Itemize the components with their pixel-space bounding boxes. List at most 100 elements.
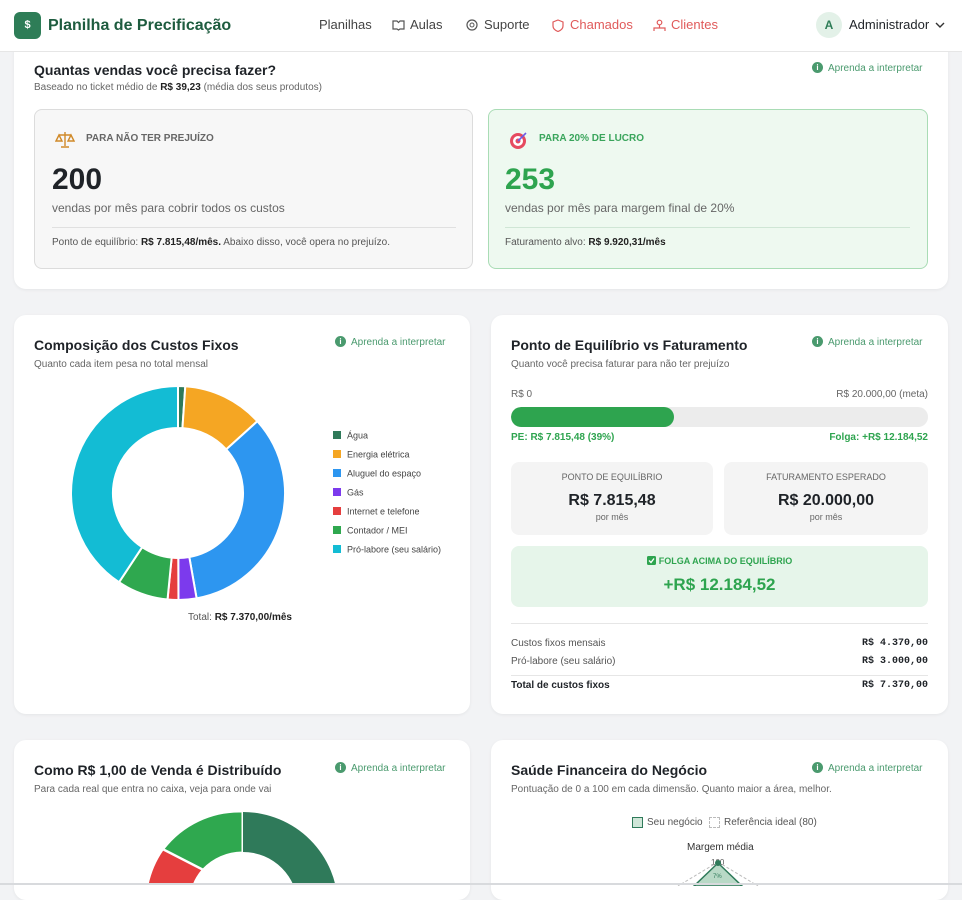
support-icon <box>466 19 478 31</box>
user-name[interactable]: Administrador <box>849 17 930 32</box>
legend-label: Contador / MEI <box>347 526 408 536</box>
ticket-value: R$ 39,23 <box>160 82 201 93</box>
nav-link[interactable]: Suporte <box>484 17 530 32</box>
bottom-edge <box>0 883 962 885</box>
donut-chart: Água Energia elétrica Aluguel do espaço Gás… <box>70 384 441 602</box>
box-foot: Ponto de equilíbrio: R$ 7.815,48/mês. Ab… <box>52 235 390 251</box>
reference-area <box>677 861 759 886</box>
stat-unit: por mês <box>595 512 629 522</box>
progress-fill <box>511 407 674 427</box>
slice <box>243 812 336 885</box>
scale-min: R$ 0 <box>511 389 533 400</box>
row-value: R$ 7.370,00 <box>861 680 928 691</box>
text: (média dos seus produtos) <box>203 82 322 93</box>
section-title: Quantas vendas você precisa fazer? <box>34 62 276 78</box>
slack-label: FOLGA ACIMA DO EQUILÍBRIO <box>658 556 793 566</box>
total-value: R$ 7.370,00/mês <box>214 612 292 623</box>
foot-value: R$ 9.920,31/mês <box>588 237 666 248</box>
help-link[interactable]: Aprenda a interpretar <box>335 335 446 351</box>
legend-swatch <box>709 817 720 828</box>
app-title[interactable]: Planilha de Precificação <box>48 17 232 34</box>
legend-label: Seu negócio <box>647 817 703 828</box>
section-subtitle: Pontuação de 0 a 100 em cada dimensão. Q… <box>511 784 832 795</box>
avatar[interactable]: A <box>816 12 842 38</box>
legend-label: Referência ideal (80) <box>724 817 817 828</box>
target-icon <box>510 132 527 149</box>
text: Total: <box>188 612 212 623</box>
legend-swatch <box>632 817 643 828</box>
legend-label: Energia elétrica <box>347 450 410 460</box>
legend-label: Gás <box>347 488 364 498</box>
slack-box: FOLGA ACIMA DO EQUILÍBRIO +R$ 12.184,52 <box>511 546 928 607</box>
logo-icon[interactable]: $ <box>14 12 41 39</box>
axis-label: Margem média <box>687 842 754 853</box>
profit-box <box>488 109 928 269</box>
text: Ponto de equilíbrio: <box>52 237 139 248</box>
donut-slice <box>70 384 179 584</box>
loss-box <box>34 109 473 269</box>
divider <box>511 675 928 676</box>
section-title: Saúde Financeira do Negócio <box>511 762 708 778</box>
help-link[interactable]: Aprenda a interpretar <box>335 761 446 777</box>
text: Abaixo disso, você opera no prejuízo. <box>223 237 391 248</box>
section-title: Como R$ 1,00 de Venda é Distribuído <box>34 762 282 778</box>
legend-label: Água <box>347 431 368 441</box>
vertex <box>715 860 721 866</box>
box-number: 253 <box>505 163 556 196</box>
section-subtitle: Para cada real que entra no caixa, veja … <box>34 784 272 795</box>
scale-max: R$ 20.000,00 (meta) <box>836 389 928 400</box>
slack-label-row: FOLGA ACIMA DO EQUILÍBRIO <box>511 556 928 569</box>
stat-unit: por mês <box>809 512 843 522</box>
row-label: Pró-labore (seu salário) <box>511 656 616 667</box>
row-value: R$ 3.000,00 <box>861 656 928 667</box>
legend-swatch <box>333 545 341 553</box>
divider <box>52 227 456 228</box>
legend-swatch <box>333 431 341 439</box>
slice <box>147 849 203 885</box>
row-value: R$ 4.370,00 <box>861 638 928 649</box>
stat-label: PONTO DE EQUILÍBRIO <box>561 472 663 482</box>
legend-label: Internet e telefone <box>347 507 420 517</box>
help-link[interactable]: Aprenda a interpretar <box>812 761 923 777</box>
business-area <box>692 861 744 886</box>
section-subtitle: Quanto você precisa faturar para não ter… <box>511 359 730 370</box>
chevron[interactable] <box>935 21 945 29</box>
row-label: Total de custos fixos <box>511 680 610 691</box>
nav-link[interactable]: Planilhas <box>319 17 372 32</box>
help-link[interactable]: Aprenda a interpretar <box>812 335 923 351</box>
total-label: Total: R$ 7.370,00/mês <box>188 610 292 626</box>
box-foot: Faturamento alvo: R$ 9.920,31/mês <box>505 235 666 251</box>
box-number: 200 <box>52 163 103 196</box>
divider <box>505 227 910 228</box>
stat-box: FATURAMENTO ESPERADO R$ 20.000,00 por mê… <box>724 462 928 535</box>
stat-value: R$ 20.000,00 <box>777 492 875 509</box>
nav-link[interactable]: Aulas <box>410 17 443 32</box>
stat-label: FATURAMENTO ESPERADO <box>766 472 886 482</box>
slice <box>163 811 243 870</box>
distribution-donut <box>147 811 336 885</box>
legend-swatch <box>333 526 341 534</box>
donut-slice <box>188 419 286 600</box>
nav-link[interactable]: Clientes <box>671 17 718 32</box>
stat-value: R$ 7.815,48 <box>568 492 656 509</box>
section-subtitle: Baseado no ticket médio de R$ 39,23 (méd… <box>34 80 322 96</box>
pe-label: PE: R$ 7.815,48 (39%) <box>511 432 615 443</box>
text: Faturamento alvo: <box>505 237 586 248</box>
legend-swatch <box>333 507 341 515</box>
help-link[interactable]: Aprenda a interpretar <box>812 61 923 77</box>
legend-swatch <box>333 488 341 496</box>
slack-value: +R$ 12.184,52 <box>663 575 776 594</box>
nav-link[interactable]: Chamados <box>570 17 633 32</box>
divider <box>511 623 928 624</box>
box-label: PARA 20% DE LUCRO <box>539 133 645 144</box>
section-title: Ponto de Equilíbrio vs Faturamento <box>511 337 748 353</box>
radar <box>677 860 759 886</box>
foot-value: R$ 7.815,48/mês. <box>140 237 222 248</box>
scale-icon <box>55 132 75 148</box>
check-icon <box>646 556 656 565</box>
legend-label: Pró-labore (seu salário) <box>347 545 441 555</box>
progress-track <box>511 407 928 427</box>
ticket-icon <box>552 19 564 32</box>
clients-icon <box>653 19 666 31</box>
